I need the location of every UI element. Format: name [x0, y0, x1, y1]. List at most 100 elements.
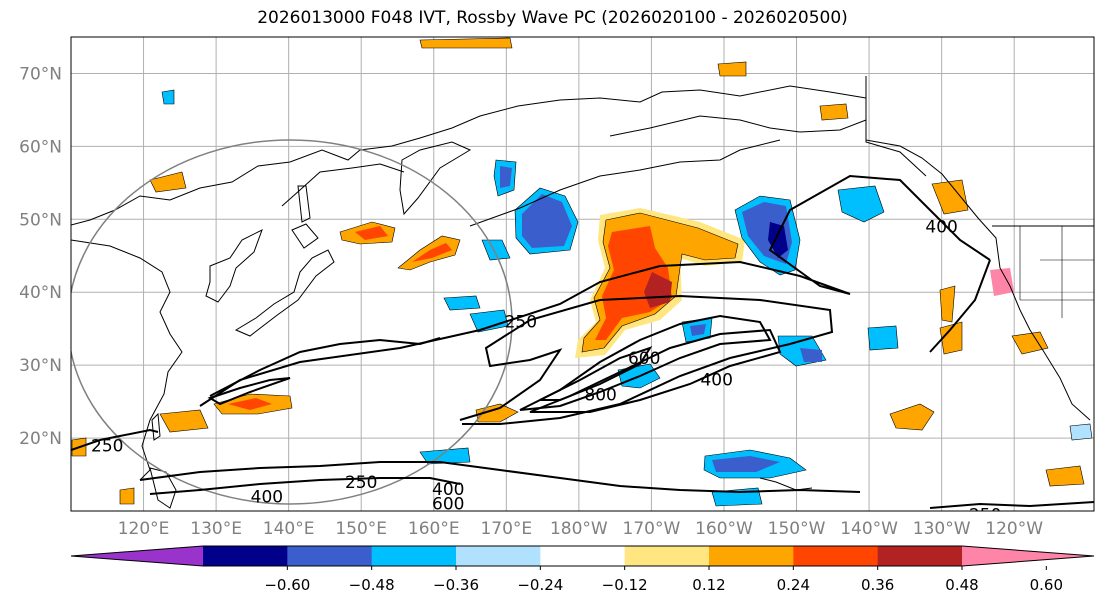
negative-blob: [469, 309, 509, 333]
colorbar-tick-label: −0.24: [517, 576, 563, 594]
positive-blob: [931, 179, 969, 215]
colorbar-tick-label: −0.36: [433, 576, 479, 594]
positive-blob: [419, 37, 513, 49]
ivt-contour-label: 250: [969, 506, 1001, 526]
ivt-contour-label: 600: [432, 495, 464, 515]
coastline-hokkaido: [291, 223, 319, 249]
lon-tick-label: 150°E: [335, 519, 387, 539]
positive-blob: [159, 409, 209, 433]
ivt-contour-label: 400: [432, 480, 464, 500]
lon-tick-label: 170°W: [623, 519, 681, 539]
coastline-asia: [71, 85, 867, 226]
coastline-taiwan: [151, 412, 161, 441]
rossby-wave-circle: [71, 139, 513, 505]
colorbar: [70, 545, 1095, 567]
colorbar-extend-min: [71, 546, 203, 566]
positive-blob: [717, 61, 747, 77]
colorbar-bin: [793, 546, 879, 566]
colorbar-outline: [70, 545, 1095, 567]
colorbar-tick-label: −0.60: [264, 576, 310, 594]
positive-blob: [990, 268, 1014, 296]
ivt-contour-west2: [207, 377, 291, 406]
coastline-okhotsk: [281, 163, 405, 207]
coastline-aleutians: [469, 139, 781, 227]
colorbar-bin: [877, 546, 963, 566]
map-title: 2026013000 F048 IVT, Rossby Wave PC (202…: [257, 8, 848, 28]
negative-blob: [768, 222, 788, 258]
colorbar-bin: [456, 546, 541, 566]
lon-tick-label: 160°E: [408, 519, 460, 539]
negative-blob: [800, 348, 822, 362]
positive-blob: [228, 398, 272, 410]
coastline-hawaii: [759, 477, 813, 491]
ivt-contour-250b: [459, 294, 834, 425]
coastline-kamchatka: [399, 141, 472, 216]
lon-tick-label: 160°W: [695, 519, 753, 539]
positive-blob: [939, 285, 956, 323]
positive-blob: [644, 272, 672, 308]
ivt-contour-label: 400: [251, 487, 283, 507]
ivt-contour-label: 800: [584, 385, 616, 405]
negative-blob: [837, 185, 885, 223]
positive-blob: [595, 226, 672, 340]
ivt-contour-label: 600: [628, 349, 660, 369]
colorbar-bin: [371, 546, 457, 566]
positive-blob: [1011, 331, 1049, 355]
colorbar-tick-label: −0.48: [349, 576, 395, 594]
coastline-korea: [205, 228, 263, 303]
negative-blob: [712, 456, 780, 472]
ivt-contour-250: [199, 174, 991, 407]
ocean-background: [71, 37, 1094, 511]
lon-tick-label: 130°W: [913, 519, 971, 539]
colorbar-extend-max: [962, 546, 1094, 566]
positive-blob: [119, 487, 135, 505]
positive-blob: [1045, 465, 1085, 487]
ivt-contour-label: 400: [925, 218, 957, 238]
lon-tick-label: 140°E: [263, 519, 315, 539]
coastline-japan: [234, 249, 335, 337]
positive-blob: [149, 171, 187, 193]
colorbar-bin: [287, 546, 373, 566]
lat-tick-label: 20°N: [19, 429, 62, 449]
coastline-alaska: [609, 115, 867, 140]
lat-tick-label: 50°N: [19, 210, 62, 230]
positive-blob: [889, 403, 935, 431]
coastlines: [71, 76, 1094, 509]
colorbar-bin: [203, 546, 288, 566]
negative-blob: [443, 295, 481, 311]
negative-blob: [161, 89, 175, 105]
colorbar-tick-labels: −0.60 −0.48 −0.36 −0.24 −0.12 0.12 0.24 0.36 0.4…: [264, 566, 1063, 594]
ivt-contour-400: [529, 328, 782, 413]
ivt-contour-label: 250: [91, 436, 123, 456]
colorbar-bin: [709, 546, 794, 566]
lat-tick-label: 40°N: [19, 283, 62, 303]
lon-tick-label: 120°W: [985, 519, 1043, 539]
map-frame: [70, 36, 1095, 512]
ivt-contour-label: 250: [345, 473, 377, 493]
ivt-contour-south4: [929, 501, 1094, 509]
negative-blob: [1069, 423, 1093, 441]
lat-tick-label: 30°N: [19, 356, 62, 376]
colorbar-tick-label: 0.60: [1030, 576, 1063, 594]
positive-blob: [355, 226, 388, 240]
colorbar-tick-label: 0.24: [777, 576, 810, 594]
coastline-sakhalin: [297, 185, 311, 223]
coastline-china-korea: [71, 239, 183, 481]
latitude-labels: 70°N 60°N 50°N 40°N 30°N 20°N: [19, 64, 62, 449]
negative-blob: [419, 447, 471, 465]
positive-blob: [819, 103, 849, 121]
lon-tick-label: 150°W: [768, 519, 826, 539]
border-states: [1019, 226, 1094, 318]
ivt-contour-south2: [139, 461, 861, 494]
negative-blob: [690, 324, 706, 336]
ivt-contour-label: 250: [505, 312, 537, 332]
colorbar-bin: [540, 546, 626, 566]
lat-tick-label: 70°N: [19, 64, 62, 84]
lon-tick-label: 170°E: [480, 519, 532, 539]
lon-tick-label: 130°E: [190, 519, 242, 539]
ivt-contour-250: [929, 259, 991, 353]
ivt-contour-west: [209, 337, 441, 397]
lon-tick-label: 120°E: [118, 519, 170, 539]
